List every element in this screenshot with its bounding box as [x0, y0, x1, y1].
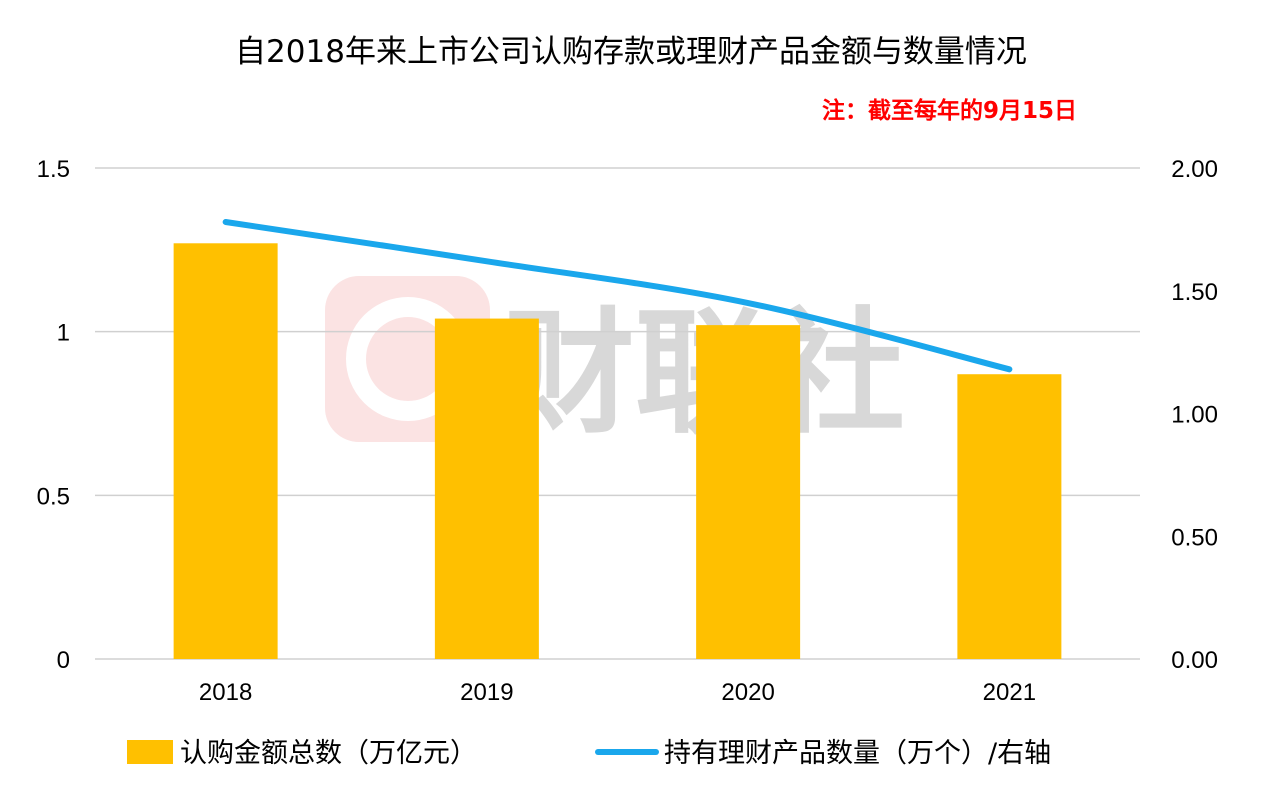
legend: 认购金额总数（万亿元） 持有理财产品数量（万个）/右轴	[127, 738, 1051, 769]
x-tick-label: 2021	[983, 679, 1036, 706]
left-axis: 0 0.5 1 1.5	[37, 156, 70, 674]
right-tick-label: 0.00	[1171, 647, 1218, 674]
bar	[173, 243, 278, 659]
x-tick-label: 2020	[721, 679, 774, 706]
left-tick-label: 0.5	[37, 483, 70, 510]
left-tick-label: 0	[57, 647, 70, 674]
legend-label-bar: 认购金额总数（万亿元）	[180, 738, 477, 769]
bar	[957, 374, 1062, 659]
left-tick-label: 1	[57, 320, 70, 347]
bar	[434, 318, 539, 659]
chart-title: 自2018年来上市公司认购存款或理财产品金额与数量情况	[235, 34, 1027, 70]
bar-series	[173, 243, 1062, 659]
bar	[696, 325, 801, 659]
x-tick-label: 2019	[460, 679, 513, 706]
left-tick-label: 1.5	[37, 156, 70, 183]
chart-note: 注：截至每年的9月15日	[822, 97, 1077, 124]
watermark: 财联社	[325, 276, 905, 452]
right-tick-label: 1.50	[1171, 279, 1218, 306]
right-axis: 0.00 0.50 1.00 1.50 2.00	[1171, 156, 1218, 674]
line-series	[222, 219, 1013, 373]
legend-label-line: 持有理财产品数量（万个）/右轴	[664, 738, 1051, 769]
x-axis: 2018 2019 2020 2021	[199, 679, 1036, 706]
right-tick-label: 1.00	[1171, 402, 1218, 429]
right-tick-label: 2.00	[1171, 156, 1218, 183]
x-tick-label: 2018	[199, 679, 252, 706]
series-line	[222, 219, 1013, 373]
legend-swatch-bar	[127, 740, 173, 764]
right-tick-label: 0.50	[1171, 524, 1218, 551]
